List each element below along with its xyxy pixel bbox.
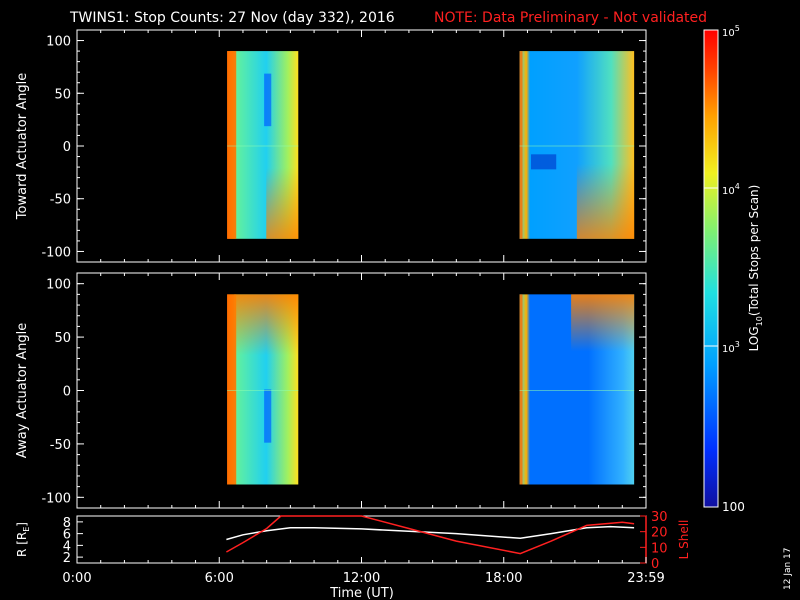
data-block-glow <box>571 294 635 352</box>
time-tick-label-0: 0:00 <box>62 571 91 586</box>
ytick-label-2: 0 <box>63 140 71 155</box>
data-block-streak <box>264 73 272 127</box>
chart-title: TWINS1: Stop Counts: 27 Nov (day 332), 2… <box>69 10 395 26</box>
colorbar: 105 104 103 100 LOG10(Total Stops per Scan) <box>703 24 764 514</box>
colorbar-gradient <box>704 30 718 507</box>
time-axis-labels: 0:00 6:00 12:00 18:00 23:59 <box>62 571 664 586</box>
lshell-tick-label-1: 10 <box>651 541 668 556</box>
date-stamp: 12 Jan 17 <box>783 548 793 591</box>
data-block-glow <box>576 163 635 239</box>
r-axis-title-main: R [R <box>15 532 29 557</box>
data-block-glow <box>266 167 299 239</box>
colorbar-tick-label-0: 105 <box>722 24 740 39</box>
lshell-axis-title: L Shell <box>677 520 691 560</box>
ytick-label-4: 100 <box>46 278 71 293</box>
data-block-edge-1 <box>519 294 523 485</box>
r-axis-title: R [RE] <box>15 522 31 557</box>
time-tick-label-2: 12:00 <box>343 571 380 586</box>
colorbar-tick-label-1: 104 <box>722 182 740 197</box>
ytick-label-3: 50 <box>54 331 71 346</box>
orbit-series-1 <box>226 515 635 555</box>
r-tick-label-2: 6 <box>63 528 71 543</box>
r-axis-title-sub: E <box>22 527 31 532</box>
time-tick-label-3: 18:00 <box>485 571 522 586</box>
time-tick-label-4: 23:59 <box>627 571 664 586</box>
r-tick-label-3: 8 <box>63 516 71 531</box>
orbit-frame <box>76 515 647 564</box>
y-axis-title: Away Actuator Angle <box>15 323 30 458</box>
chart-note: NOTE: Data Preliminary - Not validated <box>434 10 707 26</box>
r-tick-label-1: 4 <box>63 539 71 554</box>
ytick-label-1: -50 <box>50 438 71 453</box>
colorbar-tick-label-3: 100 <box>722 500 745 514</box>
y-axis-title: Toward Actuator Angle <box>15 73 30 220</box>
ytick-label-2: 0 <box>63 385 71 400</box>
ytick-label-4: 100 <box>46 35 71 50</box>
r-tick-label-0: 2 <box>63 551 71 566</box>
data-block-edge-1 <box>519 51 523 239</box>
lshell-tick-label-3: 30 <box>651 510 668 525</box>
data-block-glow <box>234 294 299 356</box>
data-block-edge-0 <box>227 294 237 485</box>
ytick-label-0: -100 <box>41 491 71 506</box>
ytick-label-3: 50 <box>54 87 71 102</box>
lshell-tick-label-2: 20 <box>651 526 668 541</box>
time-axis-title: Time (UT) <box>329 586 394 600</box>
colorbar-tick-label-2: 103 <box>722 340 740 355</box>
colorbar-label: LOG10(Total Stops per Scan) <box>747 185 764 352</box>
data-block-streak <box>264 389 272 443</box>
away-panel: -100 -50 0 50 100 Away Actuator Angle <box>15 272 647 509</box>
data-block-edge-0 <box>227 51 237 239</box>
data-block-streak <box>531 154 557 170</box>
time-tick-label-1: 6:00 <box>205 571 234 586</box>
lshell-tick-label-0: 0 <box>651 557 659 572</box>
orbit-series-0 <box>226 525 635 541</box>
ytick-label-0: -100 <box>41 245 71 260</box>
r-axis-title-close: ] <box>15 522 29 527</box>
ytick-label-1: -50 <box>50 193 71 208</box>
toward-panel: -100 -50 0 50 100 Toward Actuator Angle <box>15 29 647 263</box>
